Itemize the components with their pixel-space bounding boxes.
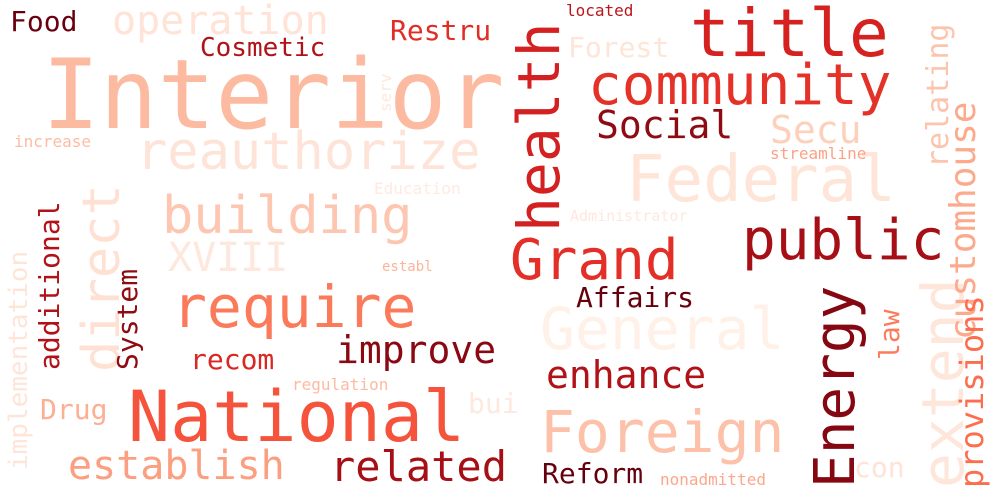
word-establish: establish (68, 443, 285, 489)
word-health: health (505, 22, 573, 232)
word-building: building (162, 186, 413, 246)
word-located: located (566, 1, 634, 20)
word-forest: Forest (568, 31, 670, 64)
word-cosmetic: Cosmetic (200, 33, 326, 63)
word-public: public (742, 208, 945, 273)
word-recom: recom (190, 343, 275, 376)
word-xviii: XVIII (168, 235, 289, 281)
word-affairs: Affairs (576, 281, 695, 314)
word-foreign: Foreign (540, 398, 785, 466)
word-federal: Federal (626, 143, 896, 217)
word-national: National (128, 376, 466, 458)
word-social: Social (596, 103, 734, 147)
word-community: community (588, 53, 892, 118)
word-education: Education (374, 179, 461, 198)
word-secu: Secu (770, 108, 862, 152)
word-increase: increase (14, 132, 92, 151)
word-title: title (690, 0, 889, 72)
word-system: System (111, 268, 144, 370)
word-con: con (854, 451, 905, 484)
word-provisions: provisions (953, 295, 991, 488)
word-require: require (172, 273, 417, 341)
word-regulation: regulation (292, 375, 389, 394)
word-relating: relating (921, 23, 956, 169)
word-interior: Interior (42, 39, 505, 151)
word-additional: additional (33, 201, 66, 370)
word-operation: operation (112, 0, 329, 44)
word-restru: Restru (390, 14, 492, 47)
word-enhance: enhance (546, 353, 707, 397)
word-improve: improve (336, 328, 497, 372)
word-establ: establ (382, 259, 433, 275)
word-grand: Grand (510, 228, 679, 293)
word-drug: Drug (40, 393, 108, 426)
word-related: related (330, 442, 508, 491)
word-reauthorize: reauthorize (136, 122, 481, 182)
word-streamline: streamline (770, 144, 867, 163)
word-food: Food (10, 5, 78, 38)
word-nonadmitted: nonadmitted (660, 470, 766, 489)
word-general: General (540, 295, 785, 363)
word-law: law (873, 309, 906, 360)
word-bui: bui (468, 387, 519, 420)
word-implementation: implementation (4, 250, 34, 470)
word-reform: Reform (542, 457, 644, 490)
word-administrator: Administrator (570, 207, 688, 225)
word-serv: serv (376, 73, 395, 112)
